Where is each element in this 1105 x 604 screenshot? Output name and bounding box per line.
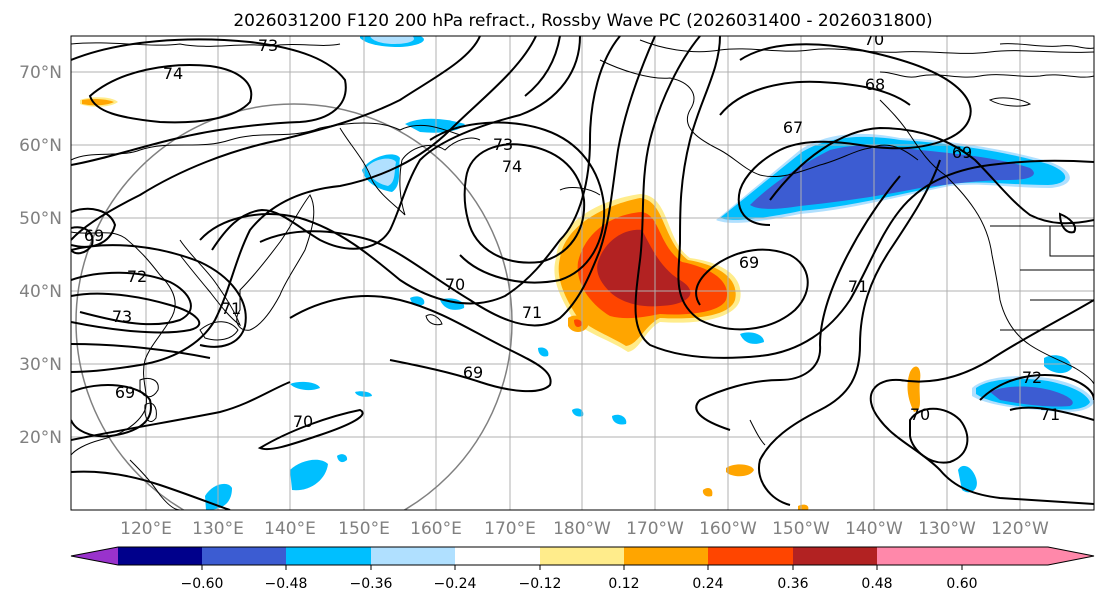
lat-label: 20°N <box>19 428 62 448</box>
lat-label: 30°N <box>19 355 62 375</box>
colorbar-tick-label: −0.12 <box>519 576 562 592</box>
colorbar-ticks <box>201 565 963 570</box>
graticule <box>71 36 1094 510</box>
coastlines <box>71 39 1094 510</box>
contour-labels: 73 74 70 68 67 69 73 74 69 72 73 71 70 7… <box>84 30 1060 431</box>
cold-alaska-blue <box>750 145 1034 209</box>
contour-label: 71 <box>522 303 542 322</box>
contour-label: 68 <box>865 75 885 94</box>
lat-label: 60°N <box>19 136 62 156</box>
contour-label: 70 <box>910 405 930 424</box>
figure-title: 2026031200 F120 200 hPa refract., Rossby… <box>233 11 932 31</box>
contour-label: 70 <box>293 412 313 431</box>
colorbar-tick-label: −0.60 <box>181 576 224 592</box>
contour-label: 72 <box>127 267 147 286</box>
lon-label: 170°W <box>626 519 684 539</box>
colorbar-segment <box>71 547 118 565</box>
colorbar-tick-label: 0.12 <box>608 576 639 592</box>
longitude-labels: 120°E 130°E 140°E 150°E 160°E 170°E 180°… <box>120 519 1049 539</box>
warm-patch-3 <box>726 464 754 477</box>
contour-label: 73 <box>493 135 513 154</box>
contour-label: 73 <box>112 307 132 326</box>
warm-patch-5 <box>907 366 921 412</box>
lon-label: 150°W <box>772 519 830 539</box>
refractivity-contours <box>71 36 1094 510</box>
lon-label: 130°E <box>192 519 244 539</box>
contour-label: 69 <box>952 143 972 162</box>
lon-label: 150°E <box>338 519 390 539</box>
contour-label: 69 <box>115 383 135 402</box>
colorbar-tick-label: −0.48 <box>265 576 308 592</box>
colorbar-tick-label: 0.60 <box>946 576 977 592</box>
contour-label: 71 <box>848 277 868 296</box>
colorbar-tick-label: −0.24 <box>434 576 477 592</box>
cold-pacific-12 <box>337 454 348 463</box>
lat-label: 50°N <box>19 209 62 229</box>
contour-label: 67 <box>783 118 803 137</box>
colorbar-tick-label: 0.36 <box>777 576 808 592</box>
cold-pacific-8 <box>612 414 627 425</box>
colorbar-segment <box>286 547 371 565</box>
contour-label: 70 <box>445 275 465 294</box>
contour-label: 74 <box>502 157 522 176</box>
warm-patch-2 <box>574 319 583 328</box>
lon-label: 120°E <box>120 519 172 539</box>
colorbar-tick-label: 0.24 <box>692 576 723 592</box>
lon-label: 170°E <box>484 519 536 539</box>
contour-label: 73 <box>258 36 278 55</box>
lon-label: 180°W <box>553 519 611 539</box>
contour-label: 74 <box>163 64 183 83</box>
colorbar-segment <box>540 547 625 565</box>
contour-label: 70 <box>864 30 884 49</box>
cold-pacific-3 <box>740 332 764 344</box>
lat-label: 70°N <box>19 63 62 83</box>
lat-label: 40°N <box>19 282 62 302</box>
contour-label: 71 <box>1040 405 1060 424</box>
contour-label: 72 <box>1022 368 1042 387</box>
cold-kamchatka-light <box>366 158 396 186</box>
lon-label: 140°E <box>264 519 316 539</box>
colorbar-segment <box>455 547 540 565</box>
colorbar-segment <box>624 547 709 565</box>
cold-mexico-blue <box>990 386 1073 407</box>
lon-label: 160°W <box>699 519 757 539</box>
map-frame <box>70 35 1095 511</box>
lon-label: 130°W <box>918 519 976 539</box>
colorbar-tick-label: 0.48 <box>861 576 892 592</box>
contour-label: 71 <box>221 299 241 318</box>
cold-pacific-9 <box>290 459 328 491</box>
cold-pacific-5 <box>290 381 320 391</box>
cold-top-band-light <box>370 36 415 44</box>
cold-pacific-11 <box>958 465 977 493</box>
map-panel: 73 74 70 68 67 69 73 74 69 72 73 71 70 7… <box>70 30 1095 511</box>
lon-label: 160°E <box>410 519 462 539</box>
cold-pacific-4 <box>538 347 549 357</box>
contour-label: 69 <box>739 253 759 272</box>
lon-label: 140°W <box>845 519 903 539</box>
colorbar: −0.60 −0.48 −0.36 −0.24 −0.12 0.12 0.24 … <box>70 546 1095 592</box>
contour-label: 69 <box>463 363 483 382</box>
contour-label: 69 <box>84 226 104 245</box>
positive-anomaly-fill <box>80 97 921 510</box>
warm-patch-4 <box>702 488 713 497</box>
colorbar-segment <box>371 547 456 565</box>
warm-patch-7 <box>82 98 114 106</box>
colorbar-segment <box>118 547 203 565</box>
colorbar-segment <box>877 547 1094 565</box>
lon-label: 120°W <box>991 519 1049 539</box>
colorbar-outline <box>70 546 1095 566</box>
colorbar-segment <box>793 547 878 565</box>
cold-pacific-7 <box>572 408 584 417</box>
colorbar-segment <box>708 547 793 565</box>
warm-core-darkred <box>597 229 691 307</box>
latitude-labels: 70°N 60°N 50°N 40°N 30°N 20°N <box>19 63 62 448</box>
colorbar-segment <box>202 547 287 565</box>
colorbar-tick-label: −0.36 <box>350 576 393 592</box>
